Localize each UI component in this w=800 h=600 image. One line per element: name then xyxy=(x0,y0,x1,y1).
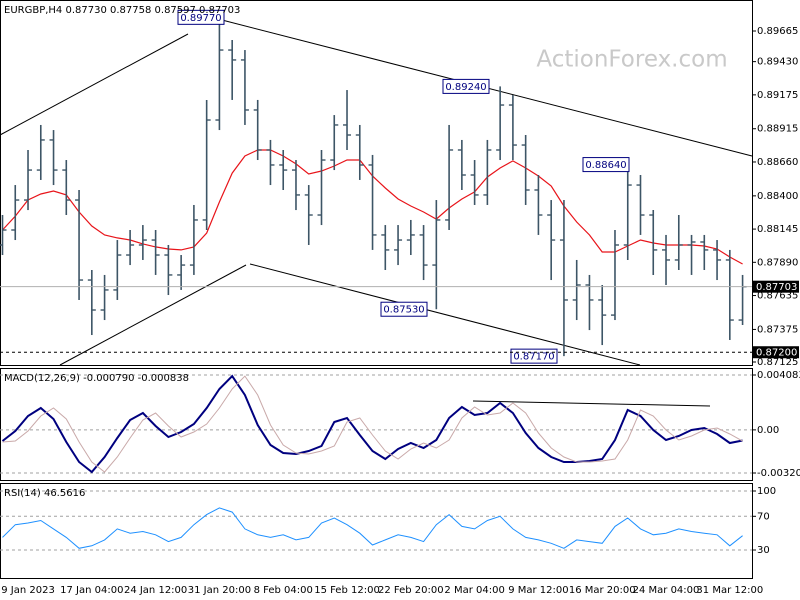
annotation-box xyxy=(380,301,428,317)
x-tick-label: 2 Mar 04:00 xyxy=(444,585,504,596)
annotation-label: 0.87530 xyxy=(383,305,424,316)
y-tick-label: 0.89430 xyxy=(757,57,798,68)
indicator-line xyxy=(2,507,743,549)
support-label-bg xyxy=(753,346,799,359)
panel-title: EURGBP,H4 0.87730 0.87758 0.87597 0.8770… xyxy=(4,5,240,16)
x-tick-label: 24 Jan 12:00 xyxy=(124,585,187,596)
y-tick-label: 0.87125 xyxy=(757,357,798,368)
price-panel-frame xyxy=(0,0,753,366)
y-tick-label: 0.00 xyxy=(757,425,779,436)
annotation-box xyxy=(582,157,630,173)
x-tick-label: 31 Jan 20:00 xyxy=(188,585,251,596)
support-label: 0.87200 xyxy=(756,348,797,359)
x-tick-label: 22 Feb 20:00 xyxy=(378,585,444,596)
y-tick-label: 0.87635 xyxy=(757,291,798,302)
y-tick-label: 0.88400 xyxy=(757,191,798,202)
annotation-label: 0.87170 xyxy=(513,352,554,363)
trendline xyxy=(472,400,711,407)
trendline xyxy=(59,264,247,366)
x-tick-label: 15 Feb 12:00 xyxy=(314,585,380,596)
watermark: ActionForex.com xyxy=(536,47,727,73)
y-tick-label: 0.89665 xyxy=(757,26,798,37)
annotation-box xyxy=(177,9,225,25)
panel-title: MACD(12,26,9) -0.000790 -0.000838 xyxy=(4,373,189,384)
trendline xyxy=(0,33,189,136)
y-tick-label: 0.87375 xyxy=(757,324,798,335)
x-tick-label: 16 Mar 20:00 xyxy=(569,585,636,596)
rsi-panel-frame xyxy=(0,483,753,579)
y-tick-label: -0.003209 xyxy=(757,468,800,479)
x-tick-label: 17 Jan 04:00 xyxy=(60,585,123,596)
annotation-label: 0.88640 xyxy=(585,160,626,171)
x-tick-label: 8 Feb 04:00 xyxy=(254,585,313,596)
current-price-bg xyxy=(753,280,799,293)
y-tick-label: 0.88660 xyxy=(757,157,798,168)
current-price-label: 0.87703 xyxy=(756,282,797,293)
indicator-line xyxy=(2,375,743,473)
macd-panel-frame xyxy=(0,368,753,481)
y-tick-label: 0.87890 xyxy=(757,257,798,268)
annotation-box xyxy=(442,78,490,94)
x-tick-label: 9 Jan 2023 xyxy=(1,585,55,596)
x-tick-label: 9 Mar 12:00 xyxy=(508,585,568,596)
annotation-label: 0.89240 xyxy=(445,82,486,93)
indicator-line xyxy=(1,374,743,474)
trendline xyxy=(249,263,641,366)
x-tick-label: 31 Mar 12:00 xyxy=(696,585,763,596)
y-tick-label: 0.88915 xyxy=(757,124,798,135)
y-tick-label: 0.89175 xyxy=(757,90,798,101)
x-tick-label: 24 Mar 04:00 xyxy=(633,585,700,596)
y-tick-label: 0.88145 xyxy=(757,224,798,235)
y-tick-label: 0.004083 xyxy=(757,370,800,381)
y-tick-label: 100 xyxy=(757,486,776,497)
y-tick-label: 70 xyxy=(757,511,770,522)
y-tick-label: 30 xyxy=(757,545,770,556)
panel-title: RSI(14) 46.5616 xyxy=(4,488,85,499)
annotation-label: 0.89770 xyxy=(180,13,221,24)
